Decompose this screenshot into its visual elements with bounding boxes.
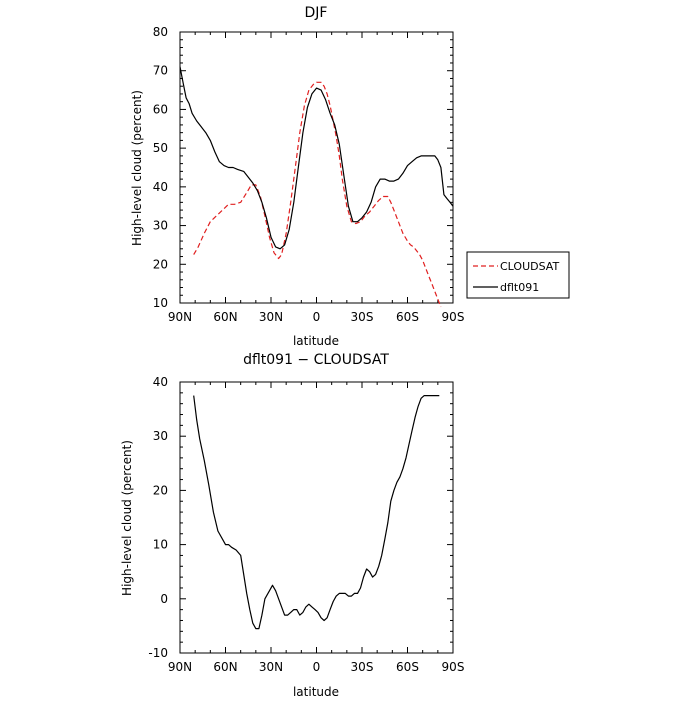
bottom-ytick-label: 20 — [153, 483, 168, 497]
legend-box — [466, 251, 570, 299]
bottom-series-difference-line — [193, 395, 440, 630]
top-panel: DJF latitude High-level cloud (percent) … — [130, 5, 464, 348]
top-ytick-label: 80 — [153, 25, 168, 39]
top-xtick-label: 60N — [213, 310, 237, 324]
top-panel-xlabel: latitude — [293, 334, 339, 348]
bottom-panel: dflt091 − CLOUDSAT latitude High-level c… — [120, 352, 464, 699]
bottom-ytick-label: -10 — [148, 646, 168, 660]
top-panel-ylabel: High-level cloud (percent) — [130, 90, 144, 246]
bottom-xtick-label: 0 — [313, 660, 321, 674]
top-xtick-label: 60S — [396, 310, 419, 324]
bottom-xtick-label: 90S — [442, 660, 465, 674]
legend: CLOUDSAT dflt091 — [466, 251, 570, 299]
bottom-panel-ylabel: High-level cloud (percent) — [120, 440, 134, 596]
top-xtick-label: 90S — [442, 310, 465, 324]
top-ytick-label: 70 — [153, 64, 168, 78]
bottom-xtick-label: 60N — [213, 660, 237, 674]
bottom-ytick-label: 30 — [153, 429, 168, 443]
bottom-xtick-label: 30N — [259, 660, 283, 674]
top-ytick-label: 10 — [153, 296, 168, 310]
top-xtick-label: 0 — [313, 310, 321, 324]
top-xtick-label: 30S — [351, 310, 374, 324]
top-series-cloudsat-line — [193, 81, 442, 308]
top-ytick-label: 60 — [153, 102, 168, 116]
legend-label-cloudsat: CLOUDSAT — [500, 260, 559, 273]
top-panel-title: DJF — [305, 5, 328, 21]
bottom-ytick-label: 40 — [153, 375, 168, 389]
bottom-ytick-label: 10 — [153, 538, 168, 552]
top-ytick-label: 30 — [153, 219, 168, 233]
bottom-panel-xlabel: latitude — [293, 685, 339, 699]
top-ytick-label: 20 — [153, 257, 168, 271]
top-xtick-label: 30N — [259, 310, 283, 324]
bottom-xtick-label: 60S — [396, 660, 419, 674]
top-xtick-label: 90N — [168, 310, 192, 324]
top-ytick-label: 40 — [153, 180, 168, 194]
bottom-xtick-label: 30S — [351, 660, 374, 674]
bottom-xtick-label: 90N — [168, 660, 192, 674]
top-ytick-label: 50 — [153, 141, 168, 155]
legend-label-dflt091: dflt091 — [500, 281, 539, 294]
top-series-dflt091-line — [179, 66, 454, 250]
bottom-ytick-label: 0 — [160, 592, 168, 606]
bottom-panel-title: dflt091 − CLOUDSAT — [243, 352, 389, 368]
